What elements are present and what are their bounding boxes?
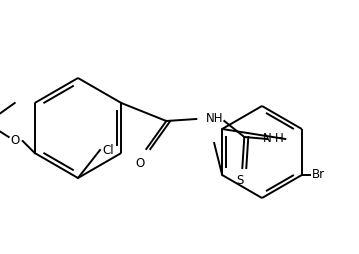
Text: O: O	[10, 135, 19, 148]
Text: NH: NH	[206, 113, 224, 125]
Text: N: N	[262, 133, 271, 146]
Text: S: S	[237, 174, 244, 187]
Text: Br: Br	[312, 168, 325, 182]
Text: H: H	[275, 133, 284, 146]
Text: Cl: Cl	[102, 144, 114, 156]
Text: O: O	[136, 157, 145, 170]
